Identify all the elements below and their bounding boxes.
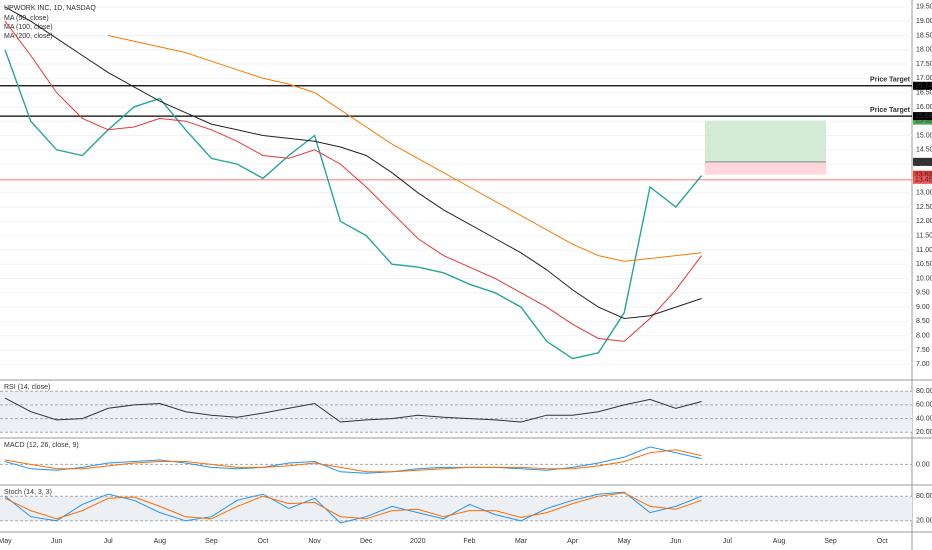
x-tick-label: Apr <box>567 538 579 545</box>
y-tick-label: 80.00 <box>916 388 932 395</box>
y-tick-label: 16.00 <box>916 104 932 111</box>
y-tick-label: 12.00 <box>916 218 932 225</box>
pane-title: Stoch (14, 3, 3) <box>4 489 52 496</box>
line-series <box>108 35 702 262</box>
y-tick-label: 7.50 <box>916 347 930 354</box>
y-tick-label: 8.00 <box>916 333 930 340</box>
x-tick-label: Oct <box>877 538 888 545</box>
x-tick-label: Sep <box>205 538 218 545</box>
line-series <box>4 6 702 320</box>
price-label: 13.63 <box>915 172 932 179</box>
y-tick-label: 80.00 <box>916 493 932 500</box>
x-tick-label: Oct <box>258 538 269 545</box>
x-tick-label: Nov <box>308 538 321 545</box>
price-label-bg <box>913 170 932 179</box>
price-label: 14.08 <box>915 159 932 166</box>
pane-title: RSI (14, close) <box>4 384 50 391</box>
x-tick-label: Jul <box>723 538 732 545</box>
x-tick-label: Feb <box>463 538 475 545</box>
y-tick-label: 40.00 <box>916 415 932 422</box>
y-tick-label: 20.00 <box>916 518 932 525</box>
x-tick-label: Jun <box>670 538 681 545</box>
x-tick-label: Mar <box>515 538 528 545</box>
y-tick-label: 14.50 <box>916 147 932 154</box>
y-tick-label: 9.00 <box>916 304 930 311</box>
y-tick-label: 7.00 <box>916 361 930 368</box>
y-tick-label: 16.50 <box>916 89 932 96</box>
y-tick-label: 15.00 <box>916 132 932 139</box>
x-tick-label: 2020 <box>410 538 426 545</box>
y-tick-label: 18.00 <box>916 47 932 54</box>
y-tick-label: 0.00 <box>916 461 930 468</box>
price-label-bg <box>913 175 932 184</box>
y-tick-label: 10.00 <box>916 275 932 282</box>
price-label-bg <box>913 157 932 166</box>
price-label: 16.74 <box>915 83 932 90</box>
pane-title: MACD (12, 26, close, 9) <box>4 442 79 449</box>
y-tick-label: 8.50 <box>916 318 930 325</box>
y-tick-label: 19.50 <box>916 4 932 11</box>
y-tick-label: 12.50 <box>916 204 932 211</box>
x-tick-label: Jul <box>104 538 113 545</box>
x-tick-label: Dec <box>360 538 373 545</box>
y-tick-label: 60.00 <box>916 402 932 409</box>
y-tick-label: 10.50 <box>916 261 932 268</box>
x-tick-label: Sep <box>824 538 837 545</box>
y-tick-label: 20.00 <box>916 429 932 436</box>
line-series <box>4 449 702 473</box>
price-label-bg <box>913 112 932 121</box>
y-tick-label: 18.50 <box>916 32 932 39</box>
x-tick-label: Aug <box>773 538 786 545</box>
pane-title: UPWORK INC, 1D, NASDAQ <box>4 5 96 12</box>
x-tick-label: May <box>618 538 632 545</box>
y-tick-label: 17.00 <box>916 75 932 82</box>
legend-entry: MA (200, close) <box>4 33 53 40</box>
band <box>0 496 912 521</box>
line-series <box>4 397 702 423</box>
line-series <box>4 20 702 342</box>
x-tick-label: May <box>0 538 12 545</box>
y-tick-label: 11.50 <box>916 232 932 239</box>
x-tick-label: Jun <box>51 538 62 545</box>
y-tick-label: 9.50 <box>916 290 930 297</box>
price-label: 13.45 <box>915 177 932 184</box>
x-tick-label: Aug <box>154 538 167 545</box>
price-label: 15.68 <box>915 113 932 120</box>
price-target-label: Price Target <box>870 77 911 84</box>
line-series <box>4 492 702 520</box>
y-tick-label: 19.00 <box>916 18 932 25</box>
price-label: 15.52 <box>915 118 932 125</box>
y-tick-label: 11.00 <box>916 247 932 254</box>
price-target-label: Price Target <box>870 107 911 114</box>
legend-entry: MA (100, close) <box>4 24 53 31</box>
line-series <box>4 446 702 474</box>
target-box <box>705 120 826 162</box>
price-label-bg <box>913 81 932 90</box>
line-series <box>4 49 703 360</box>
y-tick-label: 17.50 <box>916 61 932 68</box>
price-label-bg <box>913 116 932 125</box>
y-tick-label: 13.00 <box>916 190 932 197</box>
band <box>0 391 912 433</box>
stop-box <box>705 161 826 175</box>
